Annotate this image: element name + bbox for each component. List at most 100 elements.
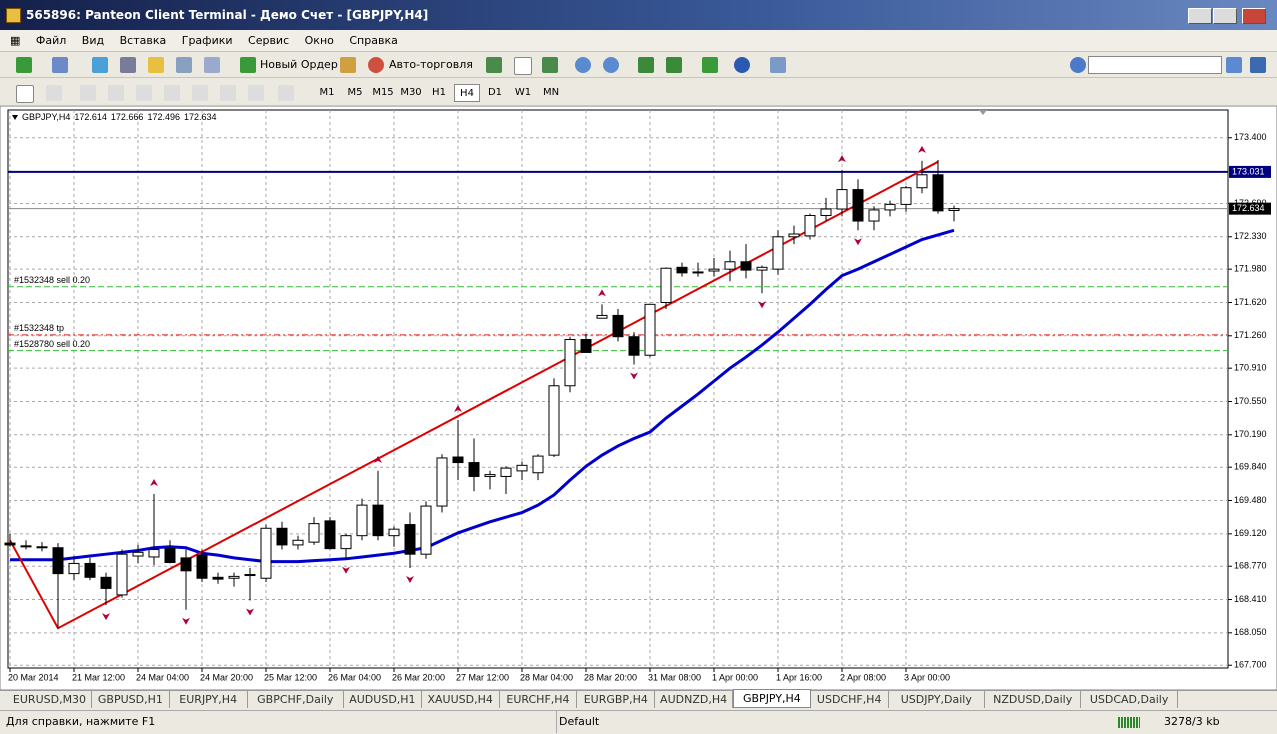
autotrading-button[interactable]: Авто-торговля xyxy=(389,58,473,71)
timeframe-button[interactable]: MN xyxy=(542,87,560,98)
settings-button[interactable] xyxy=(1070,57,1086,73)
x-tick-label: 1 Apr 16:00 xyxy=(776,672,822,682)
candle-body xyxy=(340,535,352,550)
bar-chart-button[interactable] xyxy=(486,57,502,73)
chart-tab[interactable]: XAUUSD,H4 xyxy=(422,691,500,708)
maximize-button[interactable] xyxy=(1213,8,1237,24)
chart-background xyxy=(0,106,1277,690)
chart-tab[interactable]: GBPCHF,Daily xyxy=(248,691,344,708)
x-tick-label: 31 Mar 08:00 xyxy=(648,672,701,682)
trendline-button[interactable] xyxy=(136,85,152,101)
moving-average xyxy=(10,228,955,564)
candle-body xyxy=(36,546,48,549)
chart-shift-button[interactable] xyxy=(666,57,682,73)
periods-button[interactable] xyxy=(734,57,750,73)
candle-body xyxy=(468,462,480,477)
chart-tab[interactable]: EURJPY,H4 xyxy=(170,691,248,708)
search-box[interactable] xyxy=(1088,56,1222,74)
navigator-button[interactable] xyxy=(148,57,164,73)
chart-tab[interactable]: USDCHF,H4 xyxy=(811,691,889,708)
vline-button[interactable] xyxy=(80,85,96,101)
chart-tab[interactable]: AUDNZD,H4 xyxy=(655,691,733,708)
candle-body xyxy=(596,314,608,319)
hline-button[interactable] xyxy=(108,85,124,101)
market-watch-button[interactable] xyxy=(92,57,108,73)
timeframe-button[interactable]: M30 xyxy=(400,87,422,98)
new-chart-button[interactable] xyxy=(16,57,32,73)
order-label: #1532348 sell 0.20 xyxy=(14,275,90,285)
zoom-out-button[interactable] xyxy=(603,57,619,73)
chart-tab[interactable]: AUDUSD,H1 xyxy=(344,691,422,708)
header-low: 172.496 xyxy=(147,112,180,122)
search-button[interactable] xyxy=(1226,57,1242,73)
terminal-button[interactable] xyxy=(176,57,192,73)
menu-item[interactable]: Вставка xyxy=(119,34,167,47)
line-chart-button[interactable] xyxy=(542,57,558,73)
y-tick-label: 171.260 xyxy=(1234,330,1267,340)
candle-chart-button[interactable] xyxy=(514,57,532,75)
zoom-in-button[interactable] xyxy=(575,57,591,73)
data-window-button[interactable] xyxy=(120,57,136,73)
toolbar-periods: M1 M5 M15 M30 H1 H4 D1 W1 MN xyxy=(0,80,1277,106)
y-tick-label: 173.400 xyxy=(1234,132,1267,142)
menu-item[interactable]: Вид xyxy=(81,34,105,47)
label-button[interactable] xyxy=(248,85,264,101)
new-order-button[interactable]: Новый Ордер xyxy=(260,58,338,71)
profiles-button[interactable] xyxy=(52,57,68,73)
tester-button[interactable] xyxy=(204,57,220,73)
chart-tab[interactable]: EURCHF,H4 xyxy=(500,691,578,708)
minimize-button[interactable] xyxy=(1188,8,1212,24)
chart-tab[interactable]: USDCAD,Daily xyxy=(1081,691,1178,708)
crosshair-button[interactable] xyxy=(46,85,62,101)
chart-tab[interactable]: NZDUSD,Daily xyxy=(985,691,1082,708)
timeframe-button[interactable]: M15 xyxy=(372,87,394,98)
timeframe-button[interactable]: D1 xyxy=(487,87,503,98)
templates-button[interactable] xyxy=(770,57,786,73)
timeframe-button[interactable]: H1 xyxy=(432,87,446,98)
timeframe-button[interactable]: W1 xyxy=(514,87,532,98)
timeframe-button[interactable]: M1 xyxy=(319,87,335,98)
status-bar: Для справки, нажмите F1 Default 3278/3 k… xyxy=(0,710,1277,734)
candle-body xyxy=(308,523,320,543)
menu-item[interactable]: Сервис xyxy=(248,34,290,47)
autoscroll-button[interactable] xyxy=(638,57,654,73)
candle-body xyxy=(804,214,816,237)
candle-body xyxy=(740,261,752,271)
chart-tab[interactable]: EURGBP,H4 xyxy=(577,691,656,708)
y-tick-label: 167.700 xyxy=(1234,660,1267,670)
candle-body xyxy=(500,467,512,477)
connection-indicator xyxy=(1118,717,1140,728)
y-tick-label: 169.120 xyxy=(1234,528,1267,538)
chart-tab[interactable]: GBPJPY,H4 xyxy=(733,689,811,708)
cursor-button[interactable] xyxy=(16,85,34,103)
status-traffic: 3278/3 kb xyxy=(1164,715,1220,728)
indicators-button[interactable] xyxy=(702,57,718,73)
community-button[interactable] xyxy=(1250,57,1266,73)
x-tick-label: 25 Mar 12:00 xyxy=(264,672,317,682)
channel-button[interactable] xyxy=(164,85,180,101)
menu-item[interactable]: Графики xyxy=(181,34,233,47)
y-tick-label: 169.480 xyxy=(1234,495,1267,505)
chart-tab[interactable]: USDJPY,Daily xyxy=(889,691,985,708)
menu-item[interactable]: Файл xyxy=(35,34,67,47)
arrows-button[interactable] xyxy=(278,85,294,101)
status-profile: Default xyxy=(556,711,599,733)
close-button[interactable] xyxy=(1242,8,1266,24)
new-order-icon xyxy=(240,57,256,73)
chart-tab[interactable]: GBPUSD,H1 xyxy=(92,691,170,708)
timeframe-button[interactable]: H4 xyxy=(454,84,480,102)
menu-item[interactable]: Справка xyxy=(349,34,398,47)
candle-body xyxy=(916,174,928,189)
candle-body xyxy=(708,268,720,272)
fractal-down xyxy=(182,617,190,625)
text-button[interactable] xyxy=(220,85,236,101)
timeframe-button[interactable]: M5 xyxy=(347,87,363,98)
menu-item[interactable]: Окно xyxy=(304,34,334,47)
candle-body xyxy=(68,562,80,575)
expert-icon xyxy=(340,57,356,73)
x-tick-label: 27 Mar 12:00 xyxy=(456,672,509,682)
chart-tab[interactable]: EURUSD,M30 xyxy=(8,691,92,708)
candle-body xyxy=(452,456,464,464)
fibo-button[interactable] xyxy=(192,85,208,101)
